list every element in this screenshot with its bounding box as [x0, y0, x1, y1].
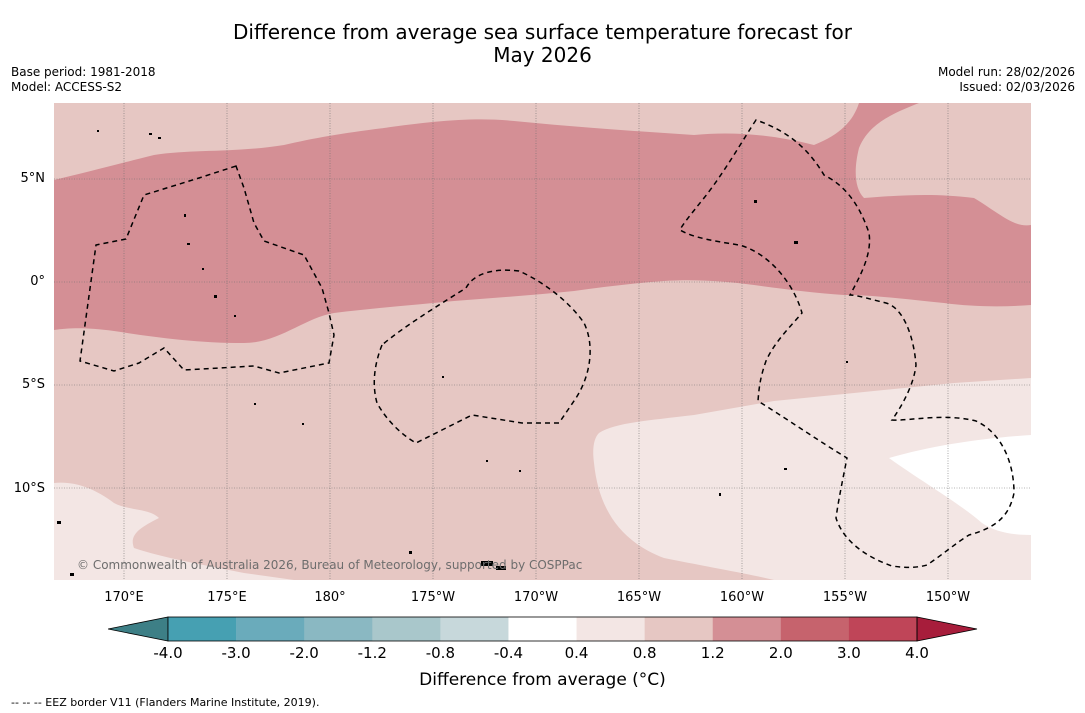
colorbar-title: Difference from average (°C) [419, 670, 666, 690]
meta-left: Base period: 1981-2018 Model: ACCESS-S2 [11, 65, 156, 95]
sst-anomaly-map[interactable] [54, 103, 1031, 580]
base-period: Base period: 1981-2018 [11, 65, 156, 79]
title-line-1: Difference from average sea surface temp… [232, 20, 852, 44]
colorbar [108, 616, 978, 642]
colorbar-segment [644, 617, 714, 641]
colorbar-segment [780, 617, 850, 641]
meta-right: Model run: 28/02/2026 Issued: 02/03/2026 [938, 65, 1075, 95]
lon-label-155w: 155°W [822, 590, 868, 605]
colorbar-tick-label: 4.0 [905, 644, 929, 662]
lat-label-0: 0° [30, 274, 45, 289]
colorbar-tick-label: 0.8 [632, 644, 657, 662]
colorbar-tick-label: 1.2 [700, 644, 725, 662]
colorbar-segment [848, 617, 918, 641]
lon-label-165w: 165°W [616, 590, 662, 605]
colorbar-frame [167, 616, 918, 642]
colorbar-tick-label: 0.4 [564, 644, 589, 662]
colorbar-segments [168, 617, 918, 641]
colorbar-tick-label: -3.0 [221, 644, 251, 662]
lon-label-175w: 175°W [410, 590, 456, 605]
lat-label-10s: 10°S [13, 481, 45, 496]
issued-date: Issued: 02/03/2026 [959, 80, 1075, 94]
colorbar-tick-label: -2.0 [289, 644, 319, 662]
colorbar-segment [304, 617, 373, 641]
anomaly-region-light-sw [54, 482, 294, 580]
colorbar-tick-label: 3.0 [836, 644, 861, 662]
map-title: Difference from average sea surface temp… [0, 21, 1085, 67]
eez-borders [79, 119, 1015, 569]
graticule [54, 103, 1031, 580]
model-name: Model: ACCESS-S2 [11, 80, 123, 94]
lon-label-180: 180° [314, 590, 346, 605]
lon-label-175e: 175°E [207, 590, 247, 605]
anomaly-region-neutral [889, 435, 1031, 535]
colorbar-segment [576, 617, 645, 641]
colorbar-segment [236, 617, 305, 641]
lat-label-5n: 5°N [20, 171, 46, 186]
colorbar-tick-label: -0.4 [493, 644, 524, 662]
lat-label-5s: 5°S [21, 377, 45, 392]
colorbar-tick-label: 2.0 [768, 644, 793, 662]
lon-label-150w: 150°W [925, 590, 971, 605]
model-run: Model run: 28/02/2026 [937, 65, 1075, 79]
anomaly-region-light [593, 378, 1031, 580]
colorbar-tick-label: -1.2 [357, 644, 387, 662]
colorbar-segment [440, 617, 509, 641]
island-markers [57, 130, 848, 576]
colorbar-under-arrow [108, 616, 169, 642]
lon-label-160w: 160°W [719, 590, 765, 605]
colorbar-segment [508, 617, 577, 641]
map-canvas [54, 103, 1031, 580]
anomaly-region-warm-band [54, 103, 1031, 343]
lon-label-170w: 170°W [513, 590, 559, 605]
colorbar-tick-label: -4.0 [153, 644, 183, 662]
colorbar-segment [372, 617, 441, 641]
eez-legend-note: -- -- -- EEZ border V11 (Flanders Marine… [11, 696, 320, 709]
colorbar-segment [712, 617, 782, 641]
lon-label-170e: 170°E [104, 590, 144, 605]
copyright-notice: © Commonwealth of Australia 2026, Bureau… [77, 558, 583, 572]
colorbar-segment [168, 617, 237, 641]
colorbar-tick-label: -0.8 [425, 644, 455, 662]
title-line-2: May 2026 [493, 43, 592, 67]
colorbar-over-arrow [916, 616, 978, 642]
